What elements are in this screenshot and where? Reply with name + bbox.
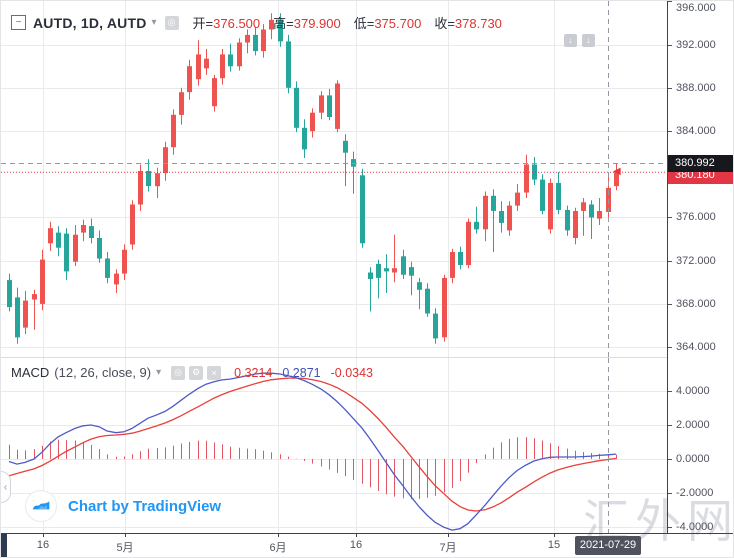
corner-scrollbar-fragment [1, 534, 7, 557]
close-label: 收= [434, 16, 455, 31]
price-axis[interactable]: 380.180 380.992 396.000 392.000 388.000 384… [668, 1, 733, 533]
axis-tick [668, 391, 672, 392]
macd-line-value: 0.2871 [282, 365, 321, 380]
axis-label: 384.000 [676, 125, 716, 137]
time-axis-tick [125, 534, 126, 537]
symbol-legend: − AUTD, 1D, AUTD ▾ ◎ 开=376.500 高=379.900… [11, 13, 515, 32]
close-icon[interactable]: × [207, 365, 222, 380]
tradingview-logo-icon [25, 490, 57, 522]
price-axis-border [667, 1, 668, 534]
macd-grid [1, 358, 667, 533]
axis-tick [668, 88, 672, 89]
open-value: 376.500 [213, 16, 261, 31]
low-value: 375.700 [374, 16, 422, 31]
time-axis-label: 7月 [439, 542, 457, 554]
axis-label: -2.0000 [676, 487, 714, 499]
axis-label: 364.000 [676, 341, 716, 353]
axis-tick [668, 261, 672, 262]
time-axis-label: 16 [36, 539, 50, 551]
low-label: 低= [353, 16, 375, 31]
high-value: 379.900 [293, 16, 341, 31]
legend-collapse-icon[interactable]: − [11, 15, 26, 30]
axis-label: -4.0000 [676, 521, 714, 533]
time-axis-label: 15 [547, 539, 561, 551]
signal-line [8, 377, 617, 512]
tradingview-attribution-link[interactable]: Chart by TradingView [25, 490, 221, 522]
date-badge: 2021-07-29 [575, 536, 641, 555]
open-label: 开= [192, 16, 214, 31]
price-pane-canvas[interactable] [1, 1, 667, 357]
axis-tick [668, 459, 672, 460]
axis-label: 4.0000 [676, 385, 710, 397]
price-grid [1, 1, 667, 357]
price-pane[interactable]: − AUTD, 1D, AUTD ▾ ◎ 开=376.500 高=379.900… [1, 1, 667, 357]
axis-label: 0.0000 [676, 453, 710, 465]
price-arrow-icon: ◀ [613, 166, 621, 177]
axis-label: 388.000 [676, 82, 716, 94]
chevron-down-icon[interactable]: ▾ [151, 17, 157, 28]
axis-tick [668, 347, 672, 348]
axis-tick [668, 131, 672, 132]
time-axis-border [1, 533, 733, 534]
pane-maximize-icon[interactable]: ↓ [582, 34, 595, 47]
sidebar-collapse-button[interactable]: ‹ [1, 471, 11, 503]
time-axis-tick [448, 534, 449, 537]
axis-tick [668, 1, 672, 2]
macd-values: 0.3214 0.2871 -0.0343 [234, 366, 383, 380]
gear-icon[interactable]: ⚙ [189, 365, 204, 380]
symbol-title[interactable]: AUTD, 1D, AUTD [33, 14, 147, 31]
high-label: 高= [273, 16, 294, 31]
axis-label: 396.000 [676, 2, 716, 14]
eye-icon[interactable]: ◎ [171, 365, 186, 380]
attribution-text: Chart by TradingView [68, 497, 222, 515]
macd-line [8, 372, 617, 531]
macd-legend: MACD (12, 26, close, 9) ▾ ◎ ⚙ × 0.3214 0… [11, 365, 383, 380]
mountain-glyph [32, 501, 50, 510]
axis-tick [668, 304, 672, 305]
time-axis-label: 6月 [269, 542, 287, 554]
axis-label: 2.0000 [676, 419, 710, 431]
crosshair-price-badge: 380.992 [668, 155, 733, 172]
time-axis-tick [356, 534, 357, 537]
axis-label: 392.000 [676, 39, 716, 51]
ohlc-values: 开=376.500 高=379.900 低=375.700 收=378.730 [193, 13, 515, 32]
pane-divider[interactable] [1, 357, 667, 358]
macd-pane[interactable]: MACD (12, 26, close, 9) ▾ ◎ ⚙ × 0.3214 0… [1, 358, 667, 533]
snapshot-icon[interactable]: ◎ [164, 15, 179, 30]
time-axis-tick [278, 534, 279, 537]
close-value: 378.730 [454, 16, 502, 31]
macd-params: (12, 26, close, 9) [54, 365, 152, 380]
pane-buttons: ↓ ↓ [559, 34, 595, 47]
macd-histogram [9, 437, 617, 500]
axis-tick [668, 493, 672, 494]
macd-histogram-value: 0.3214 [234, 365, 273, 380]
axis-tick [668, 45, 672, 46]
time-axis-tick [43, 534, 44, 537]
macd-pane-canvas[interactable] [1, 358, 667, 533]
time-axis-label: 5月 [116, 542, 134, 554]
axis-tick [668, 425, 672, 426]
macd-signal-value: -0.0343 [330, 365, 374, 380]
candles [7, 13, 619, 344]
chevron-down-icon[interactable]: ▾ [156, 367, 162, 378]
macd-icons: ◎ ⚙ × [167, 365, 222, 380]
macd-title[interactable]: MACD [11, 365, 50, 380]
pane-move-down-icon[interactable]: ↓ [564, 34, 577, 47]
time-axis-label: 16 [349, 539, 363, 551]
axis-tick [668, 217, 672, 218]
time-axis-tick [554, 534, 555, 537]
axis-label: 376.000 [676, 211, 716, 223]
time-axis[interactable]: 2021-07-29 16 5月 6月 16 7月 15 [1, 534, 733, 557]
axis-tick [668, 527, 672, 528]
axis-label: 372.000 [676, 255, 716, 267]
axis-label: 368.000 [676, 298, 716, 310]
